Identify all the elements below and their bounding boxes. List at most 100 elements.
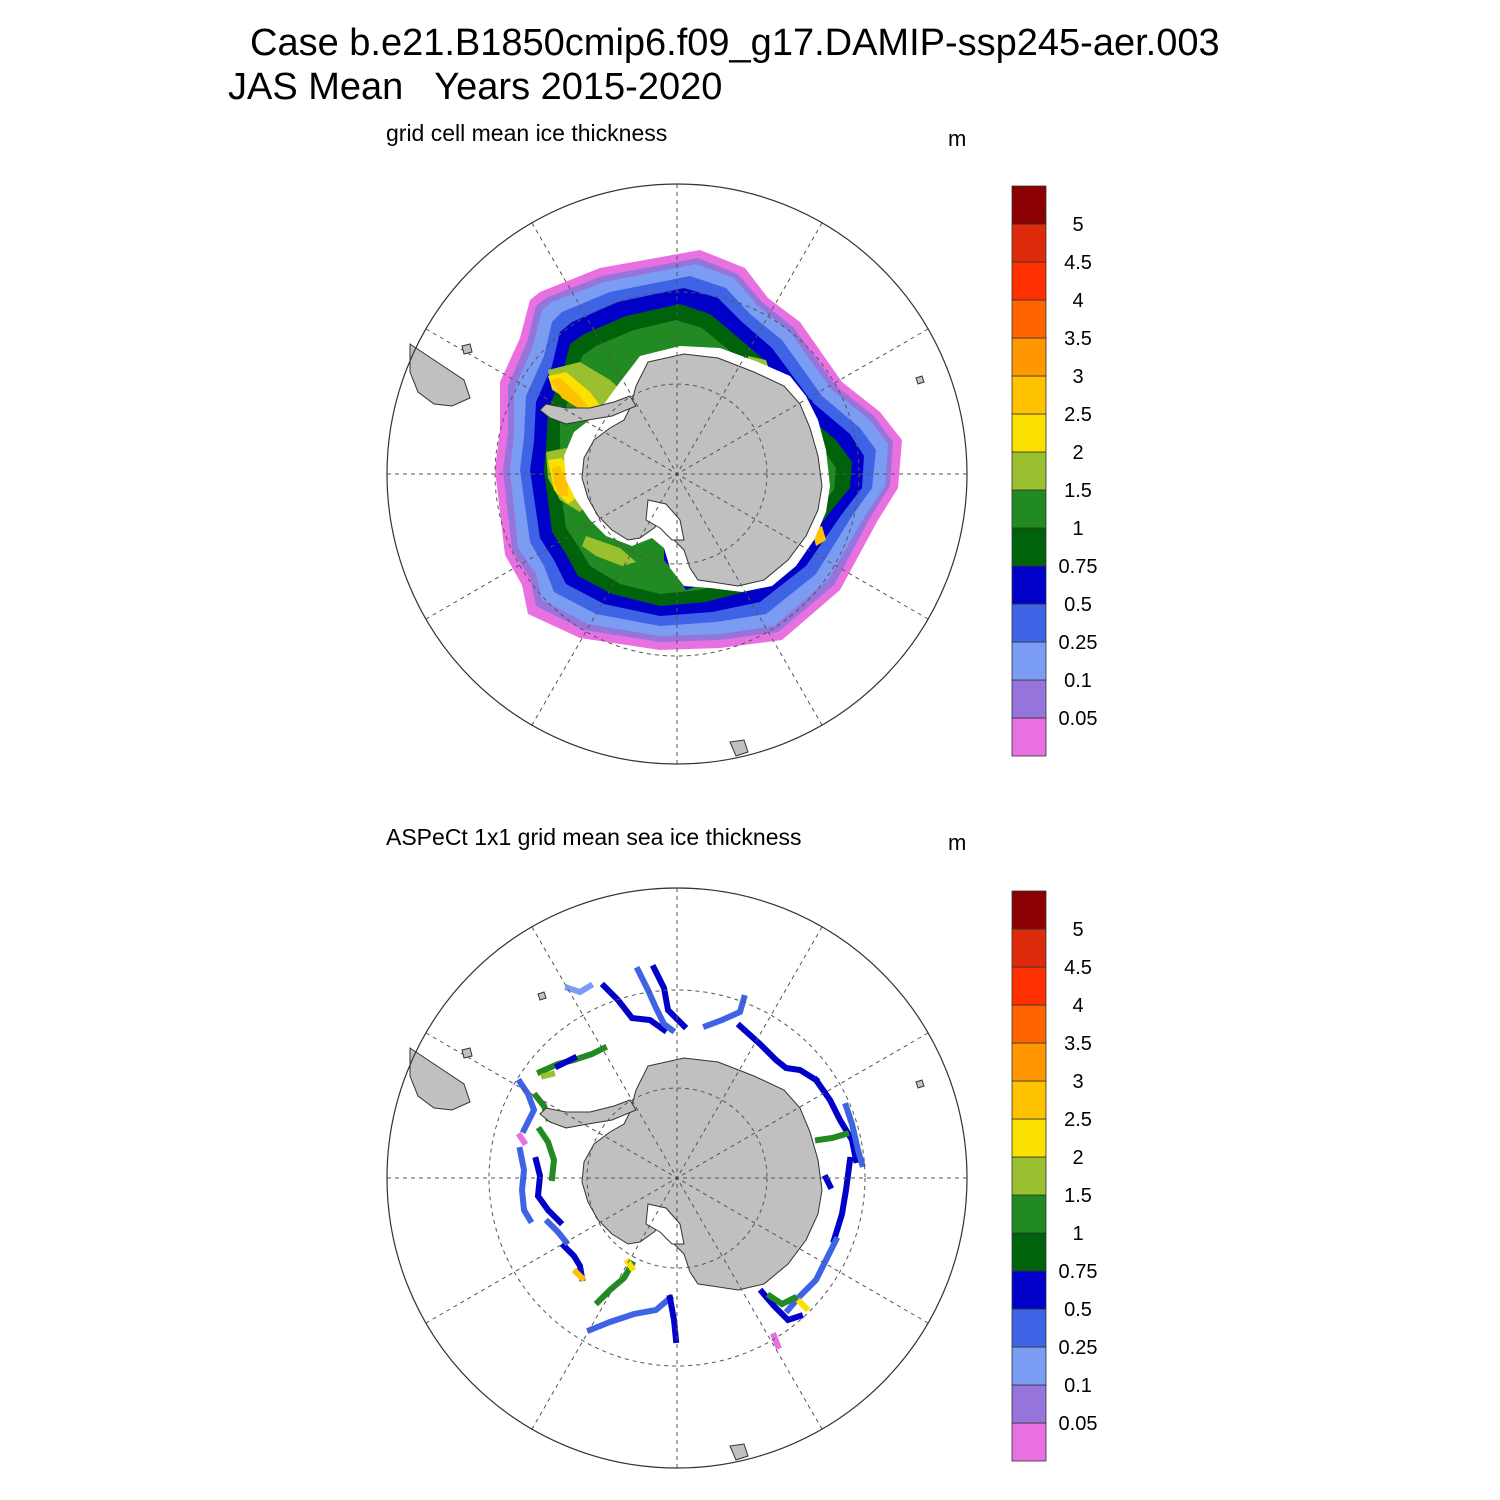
colorbar-swatch [1011,1308,1047,1348]
colorbar-swatch [1011,1156,1047,1196]
colorbar-tick-label: 0.05 [1059,708,1098,730]
colorbar-tick-label: 1 [1072,518,1083,540]
colorbar-swatch [1011,641,1047,681]
colorbar-tick-label: 4 [1072,290,1083,312]
track-ross-south [586,1293,675,1334]
antarctica-continent [581,1057,823,1291]
track-ross-south-blue [666,1294,680,1344]
panel-1-subtitle: grid cell mean ice thickness [386,120,668,146]
track-east-yellow [795,1297,811,1313]
track-amundsen-2 [543,1217,571,1247]
kerguelen-island [915,375,925,385]
model-thickness-map [386,183,968,765]
colorbar-swatch [1011,261,1047,301]
track-ross-yellow-spot [571,1267,587,1283]
colorbar-tick-label: 5 [1072,919,1083,941]
colorbar-swatch [1011,1004,1047,1044]
colorbar-swatch [1011,966,1047,1006]
track-east-coast-blue-spot [821,1173,835,1191]
colorbar-swatch [1011,1422,1047,1462]
figure-title-line-2: JAS Mean Years 2015-2020 [228,66,723,108]
colorbar-swatch [1011,679,1047,719]
meridian-120 [425,1032,929,1324]
track-bellingshausen-2 [532,1156,565,1227]
colorbar-swatch [1011,603,1047,643]
latitude-circle-outer [488,989,866,1367]
colorbar-tick-label: 0.05 [1059,1413,1098,1435]
colorbar-tick-label: 1.5 [1064,480,1092,502]
track-ross-yellow [623,1257,637,1273]
colorbar-swatch [1011,223,1047,263]
colorbar-swatch [1011,527,1047,567]
panel-2-units: m [948,830,967,855]
south-georgia-island [461,343,473,355]
tasmania-island [729,739,749,757]
track-east-coast [811,1075,860,1164]
colorbar-tick-label: 3.5 [1064,1033,1092,1055]
colorbar-swatch [1011,1080,1047,1120]
map-boundary [386,183,968,765]
colorbar-panel-1: 0.05 0.1 0.25 0.5 0.75 1 1.5 2 2.5 3 3.5 4 4.5 5 [1011,185,1098,757]
colorbar-swatch [1011,890,1047,930]
track-peninsula-west [515,1077,538,1135]
ross-ice-shelf-notch [645,1203,685,1245]
track-east-atlantic [702,994,748,1030]
colorbar-swatch [1011,717,1047,757]
antarctic-peninsula [539,1099,637,1129]
colorbar-tick-label: 0.1 [1064,1375,1092,1397]
colorbar-swatch [1011,1384,1047,1424]
bouvet-island [537,991,547,1001]
south-america-tip [409,343,471,407]
colorbar-tick-label: 4.5 [1064,957,1092,979]
colorbar-tick-label: 2.5 [1064,404,1092,426]
colorbar-swatch [1011,489,1047,529]
map-boundary [386,887,968,1469]
track-pacific-east-green [765,1291,799,1308]
track-south-atlantic [564,981,595,996]
colorbar-tick-label: 0.25 [1059,1337,1098,1359]
panel-1-units: m [948,126,967,151]
colorbar-swatch [1011,299,1047,339]
track-pacific-east-pink [770,1332,782,1350]
ice-band-1.5-amundsen [582,536,636,566]
colorbar-swatch [1011,451,1047,491]
track-bellingshausen-3 [535,1125,558,1182]
track-ross-green [593,1259,637,1307]
track-east-coast-2 [842,1102,866,1168]
colorbar-tick-label: 3 [1072,1071,1083,1093]
ice-band-3-weddell [550,378,588,408]
antarctica-continent [581,353,823,587]
tasmania-island [729,1443,749,1461]
aspect-thickness-map [386,887,968,1469]
colorbar-swatch [1011,185,1047,225]
antarctica-land [409,991,925,1461]
colorbar-tick-label: 0.5 [1064,594,1092,616]
track-east-coast-3 [830,1156,854,1244]
colorbar-tick-label: 0.5 [1064,1299,1092,1321]
colorbar-swatch [1011,375,1047,415]
colorbar-tick-label: 4 [1072,995,1083,1017]
track-weddell-north [599,981,669,1035]
colorbar-swatch [1011,1042,1047,1082]
colorbar-swatch [1011,928,1047,968]
colorbar-swatch [1011,413,1047,453]
colorbar-swatch [1011,337,1047,377]
colorbar-swatch [1011,1232,1047,1272]
kerguelen-island [915,1079,925,1089]
colorbar-tick-label: 0.25 [1059,632,1098,654]
colorbar-swatch [1011,1118,1047,1158]
track-weddell-west-yellow [540,1070,556,1080]
south-america-tip [409,1047,471,1111]
colorbar-swatch [1011,1346,1047,1386]
colorbar-tick-label: 2.5 [1064,1109,1092,1131]
track-east-coast-green [814,1130,850,1144]
track-weddell-branch [633,965,677,1035]
panel-2-subtitle: ASPeCt 1x1 grid mean sea ice thickness [386,824,802,850]
colorbar-tick-label: 0.1 [1064,670,1092,692]
colorbar-swatch [1011,1194,1047,1234]
south-georgia-island [461,1047,473,1059]
colorbar-tick-label: 5 [1072,214,1083,236]
colorbar-tick-label: 1 [1072,1223,1083,1245]
colorbar-tick-label: 2 [1072,1147,1083,1169]
track-peninsula-pink [515,1131,529,1147]
